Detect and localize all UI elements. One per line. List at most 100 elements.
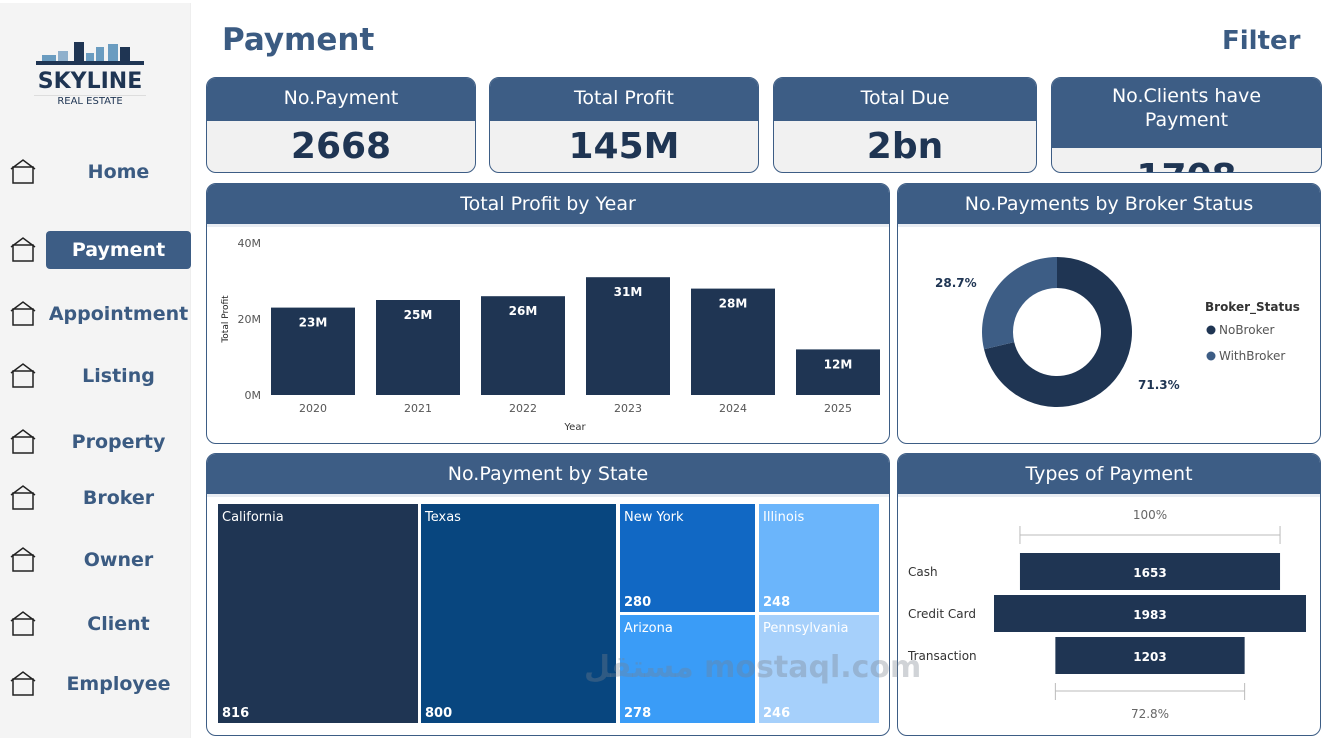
sidebar-item-label: Employee <box>66 673 171 695</box>
sidebar-item-client[interactable]: Client <box>0 605 191 643</box>
kpi-value: 1708 <box>1052 148 1321 172</box>
funnel-bar <box>1055 637 1245 674</box>
legend-entry: NoBroker <box>1219 323 1274 337</box>
tile-label: Illinois <box>763 510 805 525</box>
data-label: 25M <box>404 308 433 322</box>
legend-marker <box>1206 351 1216 361</box>
data-label: 1653 <box>1133 566 1166 580</box>
donut-slice <box>984 257 1132 407</box>
bar-chart-svg: 0M 20M 40M Total Profit 23M 2020 25M 2021 26M 202… <box>221 237 880 433</box>
treemap-tile[interactable]: New York 280 <box>619 503 756 613</box>
tile-value: 248 <box>763 595 791 610</box>
tile-value: 280 <box>624 595 652 610</box>
data-label: 12M <box>824 357 853 371</box>
types-of-payment-chart: Types of Payment 100% 1653 Cash 1983 Credit … <box>897 453 1321 736</box>
chart-title: No.Payments by Broker Status <box>898 184 1320 227</box>
sidebar-item-owner[interactable]: Owner <box>0 541 191 579</box>
data-label: 26M <box>509 304 538 318</box>
person-home-icon <box>10 547 36 572</box>
brand-tagline: REAL ESTATE <box>34 95 146 107</box>
kpi-clients-payment: No.Clients have Payment 1708 <box>1051 77 1322 173</box>
bar <box>376 300 460 395</box>
legend-title: Broker_Status <box>1205 300 1300 315</box>
house-hands-icon <box>10 429 36 454</box>
funnel-bar <box>1019 553 1281 590</box>
x-tick-label: 2021 <box>404 402 432 415</box>
funnel-bottom-label: 72.8% <box>1131 707 1169 721</box>
bar <box>481 296 565 395</box>
profit-by-year-chart: Total Profit by Year 0M 20M 40M Total Profi… <box>206 183 890 444</box>
kpi-total-due: Total Due 2bn <box>773 77 1037 173</box>
sidebar-item-listing[interactable]: Listing <box>0 357 191 395</box>
tile-label: New York <box>624 510 684 525</box>
bar <box>586 277 670 395</box>
logo: SKYLINE REAL ESTATE <box>34 39 146 109</box>
watermark: مستقل mostaql.com <box>584 650 922 685</box>
y-tick-label: 0M <box>245 389 262 402</box>
sidebar-item-label: Client <box>87 613 150 635</box>
x-tick-label: 2025 <box>824 402 852 415</box>
funnel-top-bracket <box>1019 526 1281 544</box>
treemap: California 816 Texas 800 New York 280 Illinois… <box>217 503 881 724</box>
kpi-label: No.Payment <box>207 78 475 121</box>
funnel-top-label: 100% <box>1133 508 1167 522</box>
calendar-head-icon <box>10 301 36 326</box>
legend-marker <box>1206 325 1216 335</box>
client-scan-icon <box>10 611 36 636</box>
checklist-icon <box>10 363 36 388</box>
tile-value: 800 <box>425 706 453 721</box>
page-title: Payment <box>222 22 375 58</box>
category-label: Transaction <box>907 649 977 663</box>
kpi-value: 2668 <box>290 126 392 167</box>
kpi-value-text: 1708 <box>1052 152 1321 172</box>
person-house-icon <box>10 485 36 510</box>
sidebar-item-payment[interactable]: Payment <box>0 231 191 269</box>
skyline-logo-icon <box>36 42 144 65</box>
home-icon <box>10 159 36 184</box>
tile-label: California <box>222 510 284 525</box>
broker-status-chart: No.Payments by Broker Status 71.3% 28.7% B… <box>897 183 1321 444</box>
kpi-value: 145M <box>568 126 680 167</box>
data-label: 28.7% <box>935 276 977 290</box>
treemap-tile[interactable]: Arizona 278 <box>619 614 756 724</box>
filter-button[interactable]: Filter <box>1222 26 1301 56</box>
category-label: Cash <box>908 565 938 579</box>
data-label: 28M <box>719 297 748 311</box>
x-tick-label: 2024 <box>719 402 747 415</box>
y-tick-label: 20M <box>238 313 262 326</box>
employee-building-icon <box>10 671 36 696</box>
sidebar-item-broker[interactable]: Broker <box>0 479 191 517</box>
kpi-total-profit: Total Profit 145M <box>489 77 759 173</box>
tile-value: 816 <box>222 706 250 721</box>
sidebar-item-label: Listing <box>82 365 155 387</box>
data-label: 23M <box>299 316 328 330</box>
funnel-chart-svg: 100% 1653 Cash 1983 Credit Card 1203 Transacti… <box>907 508 1306 721</box>
sidebar-item-employee[interactable]: Employee <box>0 665 191 703</box>
x-tick-label: 2020 <box>299 402 327 415</box>
sidebar-item-property[interactable]: Property <box>0 423 191 461</box>
funnel-bar <box>994 595 1306 632</box>
legend-entry: WithBroker <box>1219 349 1285 363</box>
sidebar-item-home[interactable]: Home <box>0 153 191 191</box>
treemap-tile[interactable]: Texas 800 <box>420 503 617 724</box>
card-hand-icon <box>10 237 36 262</box>
sidebar-item-label: Property <box>71 431 166 453</box>
bar <box>691 288 775 395</box>
data-label: 71.3% <box>1138 378 1180 392</box>
chart-title: Total Profit by Year <box>207 184 889 227</box>
tile-value: 278 <box>624 706 652 721</box>
data-label: 1983 <box>1133 608 1166 622</box>
sidebar-item-label: Appointment <box>48 303 189 325</box>
tile-label: Arizona <box>624 621 673 636</box>
treemap-tile[interactable]: Pennsylvania 246 <box>758 614 880 724</box>
y-tick-label: 40M <box>238 237 262 250</box>
payment-by-state-chart: No.Payment by State California 816 Texas 80… <box>206 453 890 736</box>
sidebar: SKYLINE REAL ESTATE Home Payment Appointme… <box>0 3 191 738</box>
treemap-tile[interactable]: Illinois 248 <box>758 503 880 613</box>
category-label: Credit Card <box>908 607 976 621</box>
x-axis-label: Year <box>563 422 586 433</box>
donut-chart-svg: 71.3% 28.7% Broker_Status NoBroker WithBroke… <box>935 257 1300 407</box>
treemap-tile[interactable]: California 816 <box>217 503 419 724</box>
sidebar-item-appointment[interactable]: Appointment <box>0 295 191 333</box>
kpi-label: No.Clients have Payment <box>1052 78 1321 148</box>
